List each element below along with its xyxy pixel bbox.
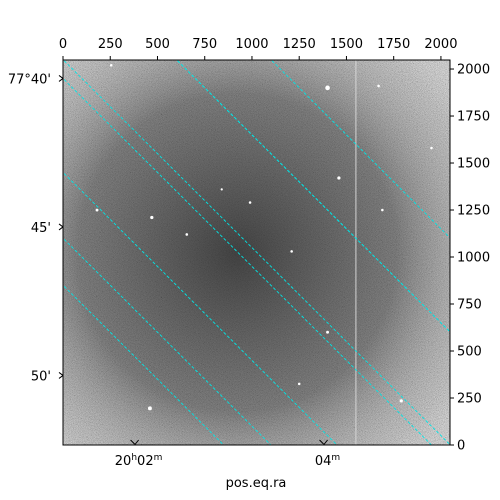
grid-line-0 [63,60,450,445]
star-12 [377,84,380,88]
bottom-tick-0 [130,439,139,446]
star-7 [326,330,330,334]
star-3 [150,215,154,220]
grid-line-6 [63,237,272,445]
star-14 [248,201,252,204]
top-tick-label-750: 750 [192,37,217,52]
star-1 [337,176,341,180]
right-tick-label-2000: 2000 [457,63,490,78]
star-10 [297,382,301,386]
top-axis: 0 250 500 750 1000 1250 1500 1750 2000 [59,37,457,60]
right-tick-label-1000: 1000 [457,251,490,266]
x-axis-title: pos.eq.ra [226,476,287,491]
top-tick-label-2000: 2000 [424,37,457,52]
top-tick-label-1000: 1000 [235,37,268,52]
top-tick-label-0: 0 [59,37,67,52]
left-tick-0 [58,75,64,82]
right-tick-label-250: 250 [457,392,482,407]
bottom-tick-label-0: 20h02m [115,453,163,469]
grid-line-4 [63,284,225,445]
top-tick-label-1250: 1250 [283,37,316,52]
star-15 [220,188,223,191]
right-tick-label-500: 500 [457,345,482,360]
star-2 [95,208,99,212]
star-8 [147,406,152,411]
bottom-axis: 20h02m 04m [115,439,340,469]
top-tick-label-250: 250 [98,37,123,52]
left-tick-label-2: 50' [31,369,51,384]
right-tick-label-0: 0 [457,439,465,454]
star-5 [381,208,384,212]
star-6 [290,250,293,253]
grid-line-3 [63,171,338,445]
top-tick-label-1500: 1500 [330,37,363,52]
bottom-tick-label-1: 04m [315,453,340,469]
stars-group [95,63,433,411]
right-tick-label-1250: 1250 [457,204,490,219]
right-axis: 0 250 500 750 1000 1250 1500 1750 2000 [450,63,490,454]
star-13 [430,146,433,150]
right-tick-label-1500: 1500 [457,157,490,172]
star-11 [109,63,113,67]
left-tick-label-1: 45' [31,221,51,236]
right-tick-label-1750: 1750 [457,110,490,125]
star-9 [399,399,403,403]
plot-frame [62,59,451,446]
left-tick-1 [58,223,64,231]
left-axis: 77°40' 45' 50' [8,72,64,384]
left-tick-2 [58,372,64,379]
grid-line-7 [176,60,450,333]
star-4 [185,233,189,236]
top-tick-label-500: 500 [145,37,170,52]
coordinate-grid [63,60,450,445]
top-tick-label-1750: 1750 [377,37,410,52]
right-tick-label-750: 750 [457,298,482,313]
left-tick-label-0: 77°40' [8,72,51,87]
star-0 [325,85,330,91]
bottom-tick-1 [319,439,328,446]
grid-line-5 [63,77,433,445]
